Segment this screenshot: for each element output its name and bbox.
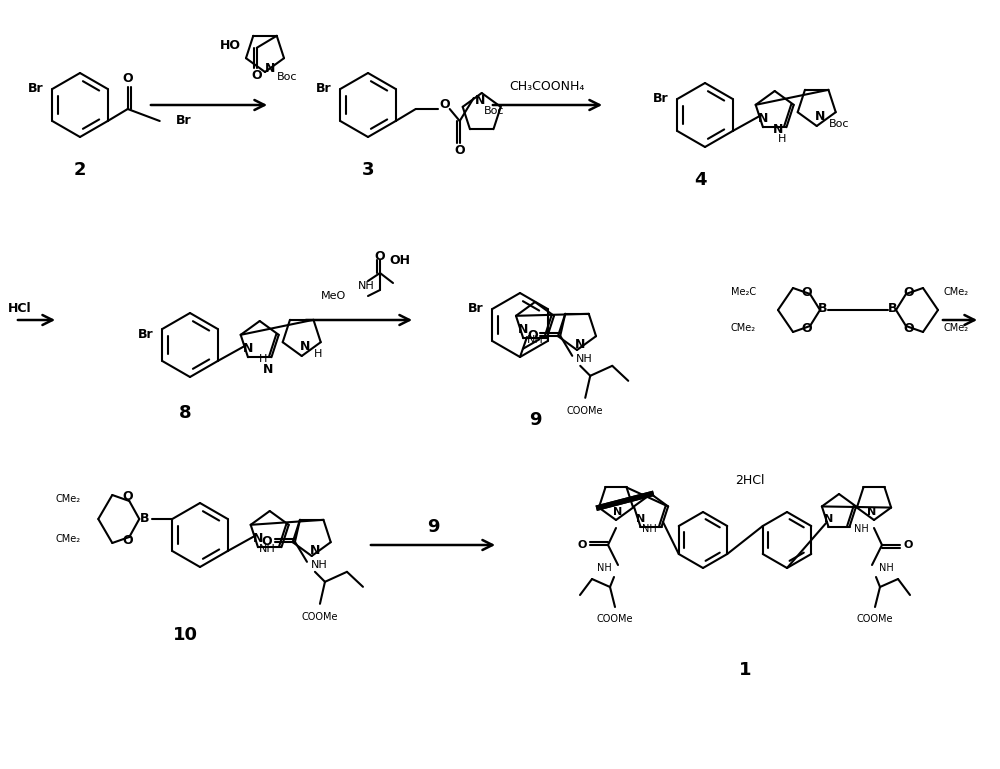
Text: NH: NH <box>259 544 276 554</box>
Text: O: O <box>454 145 465 158</box>
Text: O: O <box>904 285 914 298</box>
Text: N: N <box>773 123 784 135</box>
Text: H: H <box>314 349 322 359</box>
Text: NH: NH <box>597 563 611 573</box>
Text: COOMe: COOMe <box>302 612 338 622</box>
Text: N: N <box>824 514 833 524</box>
Text: 8: 8 <box>179 404 191 422</box>
Text: 1: 1 <box>739 661 751 679</box>
Text: N: N <box>613 507 623 517</box>
Text: N: N <box>243 341 253 355</box>
Text: O: O <box>251 69 262 82</box>
Text: O: O <box>375 249 385 262</box>
Text: O: O <box>527 329 538 342</box>
Text: NH: NH <box>311 560 327 570</box>
Text: Br: Br <box>316 82 331 95</box>
Text: N: N <box>310 544 320 557</box>
Text: 9: 9 <box>427 518 439 536</box>
Text: CMe₂: CMe₂ <box>55 494 80 504</box>
Text: MeO: MeO <box>321 291 346 301</box>
Text: 2: 2 <box>74 161 86 179</box>
Text: O: O <box>122 72 133 85</box>
Text: Boc: Boc <box>483 106 504 116</box>
Text: O: O <box>903 540 913 550</box>
Text: N: N <box>253 531 263 544</box>
Text: N: N <box>636 514 645 524</box>
Text: O: O <box>904 321 914 335</box>
Text: COOMe: COOMe <box>597 614 633 624</box>
Text: N: N <box>575 338 585 351</box>
Text: N: N <box>300 341 310 354</box>
Text: CMe₂: CMe₂ <box>55 534 80 544</box>
Text: N: N <box>475 95 485 108</box>
Text: NH: NH <box>854 524 869 534</box>
Text: N: N <box>263 363 274 376</box>
Text: HO: HO <box>220 39 241 52</box>
Text: H: H <box>778 134 787 144</box>
Text: HCl: HCl <box>8 301 32 315</box>
Text: N: N <box>265 62 275 75</box>
Text: 4: 4 <box>694 171 706 189</box>
Text: Boc: Boc <box>828 119 849 129</box>
Text: OH: OH <box>390 254 411 267</box>
Text: CMe₂: CMe₂ <box>731 323 756 333</box>
Text: CH₃COONH₄: CH₃COONH₄ <box>509 81 585 94</box>
Text: COOMe: COOMe <box>567 406 603 416</box>
Text: O: O <box>262 535 272 548</box>
Text: Br: Br <box>653 92 668 105</box>
Text: N: N <box>867 507 877 517</box>
Text: 2HCl: 2HCl <box>735 474 765 487</box>
Text: B: B <box>140 512 149 525</box>
Text: O: O <box>802 285 812 298</box>
Text: O: O <box>122 534 133 548</box>
Text: N: N <box>758 112 768 125</box>
Text: N: N <box>815 111 825 124</box>
Text: NH: NH <box>576 354 593 364</box>
Text: B: B <box>888 301 898 315</box>
Text: O: O <box>802 321 812 335</box>
Text: Boc: Boc <box>277 72 297 82</box>
Text: O: O <box>439 98 450 111</box>
Text: 9: 9 <box>529 411 541 429</box>
Text: CMe₂: CMe₂ <box>943 287 968 297</box>
Text: 10: 10 <box>173 626 198 644</box>
Text: Br: Br <box>138 328 153 341</box>
Text: O: O <box>122 491 133 504</box>
Text: NH: NH <box>879 563 893 573</box>
Text: N: N <box>518 323 528 336</box>
Text: 3: 3 <box>362 161 374 179</box>
Text: O: O <box>577 540 587 550</box>
Text: Me₂C: Me₂C <box>731 287 756 297</box>
Text: NH: NH <box>358 281 374 291</box>
Text: Br: Br <box>176 115 191 128</box>
Text: B: B <box>818 301 828 315</box>
Text: CMe₂: CMe₂ <box>943 323 968 333</box>
Text: NH: NH <box>642 524 657 534</box>
Text: H: H <box>259 355 268 365</box>
Text: Br: Br <box>468 302 483 315</box>
Text: NH: NH <box>526 335 543 345</box>
Text: COOMe: COOMe <box>857 614 893 624</box>
Text: Br: Br <box>28 82 43 95</box>
